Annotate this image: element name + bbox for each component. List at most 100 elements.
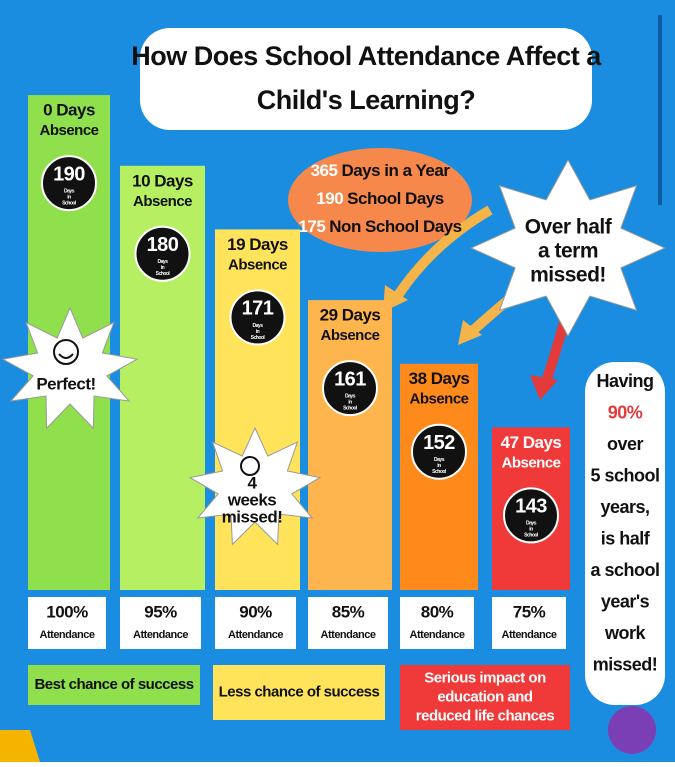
year-number: 365	[311, 161, 338, 180]
side-note: year's	[601, 591, 650, 611]
days-caption: School	[432, 469, 447, 475]
days-number: 161	[334, 368, 366, 390]
attendance-box	[215, 597, 296, 649]
days-caption: School	[524, 533, 539, 539]
weeks-star	[188, 426, 322, 546]
days-caption: in	[256, 329, 260, 335]
absence-word: Absence	[39, 122, 98, 139]
side-note: is half	[601, 528, 651, 548]
days-caption: in	[161, 265, 165, 271]
smile	[58, 353, 74, 359]
attendance-word: Attendance	[410, 629, 465, 641]
days-number: 190	[53, 163, 85, 185]
attendance-box	[308, 597, 388, 649]
days-caption: Days	[253, 323, 264, 329]
bar	[215, 229, 300, 590]
year-number: 190	[316, 189, 343, 208]
weeks-note: weeks	[227, 490, 277, 509]
attendance-word: Attendance	[133, 629, 188, 641]
outcome-text: Serious impact on	[424, 669, 546, 686]
days-number: 171	[242, 298, 274, 320]
arrow	[390, 205, 493, 303]
days-circle	[322, 360, 378, 417]
attendance-word: Attendance	[321, 629, 376, 641]
absence-word: Absence	[133, 193, 192, 210]
attendance-value: 95%	[144, 602, 177, 621]
days-number: 152	[423, 432, 455, 454]
side-note: years,	[600, 497, 649, 517]
arrow-head	[530, 375, 558, 400]
days-circle	[134, 225, 191, 282]
year-box	[288, 148, 472, 252]
absence-days: 0 Days	[43, 101, 95, 120]
days-caption: in	[437, 463, 441, 469]
absence-days: 47 Days	[501, 433, 562, 452]
bar	[308, 300, 392, 590]
title-line: Child's Learning?	[257, 85, 475, 115]
star-note: a term	[538, 240, 598, 263]
outcome-box	[400, 665, 570, 730]
days-caption: in	[529, 527, 533, 533]
days-circle	[503, 487, 559, 544]
absence-days: 38 Days	[409, 369, 470, 388]
days-caption: School	[251, 335, 266, 341]
outcome-text: Best chance of success	[34, 676, 193, 693]
side-note: work	[604, 623, 647, 643]
days-caption: Days	[158, 259, 169, 265]
logo	[608, 706, 656, 754]
absence-days: 19 Days	[227, 235, 288, 254]
perfect-label: Perfect!	[36, 374, 95, 393]
side-box	[585, 362, 665, 705]
attendance-box	[492, 597, 566, 649]
outcome-text: education and	[437, 688, 533, 705]
side-note: 90%	[608, 402, 643, 422]
weeks-note: 4	[248, 473, 258, 492]
attendance-box	[120, 597, 201, 649]
days-circle	[411, 423, 467, 480]
days-caption: Days	[345, 393, 356, 399]
sad-face	[240, 456, 260, 476]
side-note: Having	[596, 371, 653, 391]
year-text: Non School Days	[329, 217, 461, 236]
side-note: missed!	[593, 654, 658, 674]
corner	[0, 730, 40, 762]
outcome-box	[28, 665, 200, 705]
side-note: a school	[590, 560, 659, 580]
outcome-text: reduced life chances	[416, 707, 555, 724]
side-note: over	[607, 434, 644, 454]
year-info: 190 School Days	[316, 189, 443, 208]
year-number: 175	[298, 217, 325, 236]
absence-word: Absence	[228, 256, 287, 273]
title-box	[140, 28, 592, 130]
absence-days: 29 Days	[320, 306, 381, 325]
days-number: 180	[147, 234, 179, 256]
attendance-value: 80%	[421, 602, 454, 621]
note-star	[469, 158, 667, 338]
attendance-value: 85%	[332, 602, 365, 621]
side-note: 5 school	[590, 465, 659, 485]
year-text: School Days	[347, 189, 444, 208]
absence-word: Absence	[501, 454, 560, 471]
attendance-box	[400, 597, 474, 649]
year-text: Days in a Year	[341, 161, 450, 180]
days-caption: Days	[434, 457, 445, 463]
days-circle	[41, 155, 97, 212]
attendance-box	[28, 597, 106, 649]
smiley	[53, 339, 79, 365]
star-note: Over half	[525, 216, 613, 239]
absence-days: 10 Days	[132, 171, 193, 190]
attendance-word: Attendance	[228, 629, 283, 641]
days-caption: in	[348, 399, 352, 405]
scrollbar	[658, 15, 662, 205]
year-info: 365 Days in a Year	[311, 161, 451, 180]
perfect-star	[1, 306, 139, 430]
days-caption: in	[67, 194, 71, 200]
days-caption: School	[156, 271, 171, 277]
title-line: How Does School Attendance Affect a	[131, 41, 602, 71]
days-caption: Days	[64, 188, 75, 194]
days-number: 143	[515, 496, 547, 518]
weeks-note: missed!	[222, 507, 283, 526]
outcome-text: Less chance of success	[219, 683, 380, 700]
attendance-value: 90%	[239, 602, 272, 621]
